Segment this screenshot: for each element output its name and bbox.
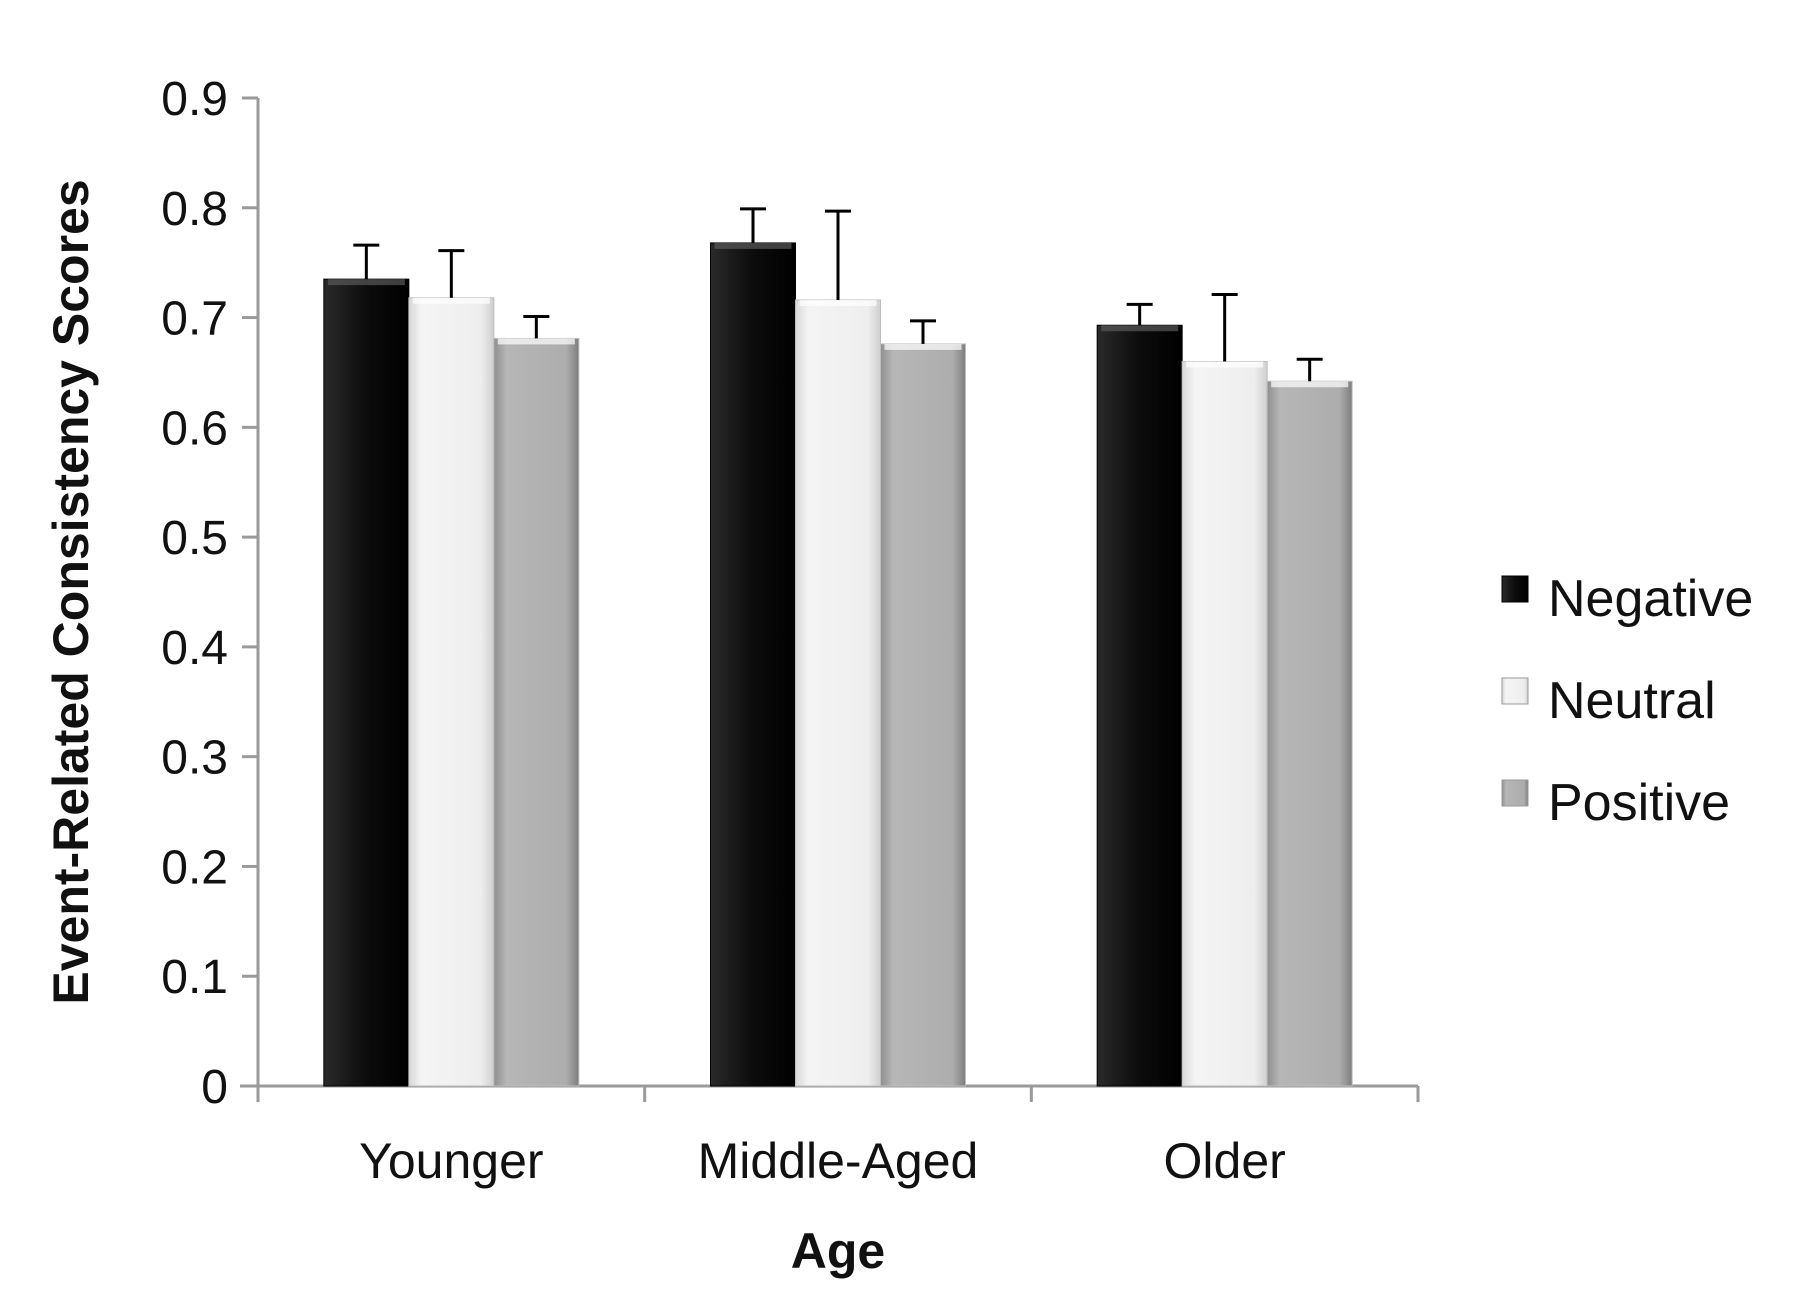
y-tick-label: 0.5: [161, 512, 228, 565]
y-tick-label: 0.7: [161, 293, 228, 346]
bar-negative-younger: [323, 278, 410, 1087]
legend: Negative Neutral Positive: [1501, 570, 1753, 832]
bars: [323, 242, 1353, 1087]
y-tick-label: 0.4: [161, 622, 228, 675]
bar-bevel: [1186, 361, 1264, 368]
bar-neutral-older: [1181, 360, 1268, 1087]
legend-label-neutral: Neutral: [1548, 672, 1716, 730]
legend-swatch-neutral: [1501, 677, 1529, 705]
bar-bevel: [799, 299, 877, 306]
bar-neutral-middle-aged: [795, 299, 881, 1087]
x-axis-title: Age: [791, 1223, 885, 1279]
bar-negative-older: [1096, 324, 1183, 1087]
error-bars: [353, 207, 1323, 382]
category-label-younger: Younger: [359, 1133, 543, 1189]
y-axis-title: Event-Related Consistency Scores: [43, 179, 99, 1004]
bar-bevel: [412, 297, 490, 304]
y-tick-label: 0.6: [161, 402, 228, 455]
bar-negative-middle-aged: [710, 242, 796, 1087]
bar-bevel: [497, 338, 575, 345]
bar-positive-younger: [493, 337, 580, 1087]
bar-bevel: [1271, 381, 1349, 388]
bar-bevel: [884, 343, 962, 350]
bar-positive-older: [1266, 380, 1353, 1087]
y-tick-label: 0.9: [161, 73, 228, 126]
bar-positive-middle-aged: [880, 343, 966, 1087]
category-labels: Younger Middle-Aged Older: [359, 1133, 1286, 1189]
bar-bevel: [1101, 325, 1179, 332]
legend-swatch-positive: [1501, 779, 1529, 807]
bar-bevel: [327, 279, 405, 286]
y-ticks: 0 0.1 0.2 0.3 0.4 0.5 0.6 0.7 0.8 0.9: [161, 73, 258, 1114]
y-tick-label: 0.3: [161, 732, 228, 785]
y-tick-label: 0: [201, 1061, 228, 1114]
bar-neutral-younger: [408, 297, 495, 1087]
y-tick-label: 0.1: [161, 951, 228, 1004]
legend-swatch-negative: [1501, 575, 1529, 603]
legend-label-negative: Negative: [1548, 570, 1753, 628]
category-label-older: Older: [1164, 1133, 1286, 1189]
category-label-middle-aged: Middle-Aged: [698, 1133, 979, 1189]
y-tick-label: 0.8: [161, 183, 228, 236]
bar-bevel: [714, 242, 792, 249]
y-tick-label: 0.2: [161, 841, 228, 894]
legend-label-positive: Positive: [1548, 774, 1730, 832]
x-ticks: [256, 1086, 1420, 1102]
